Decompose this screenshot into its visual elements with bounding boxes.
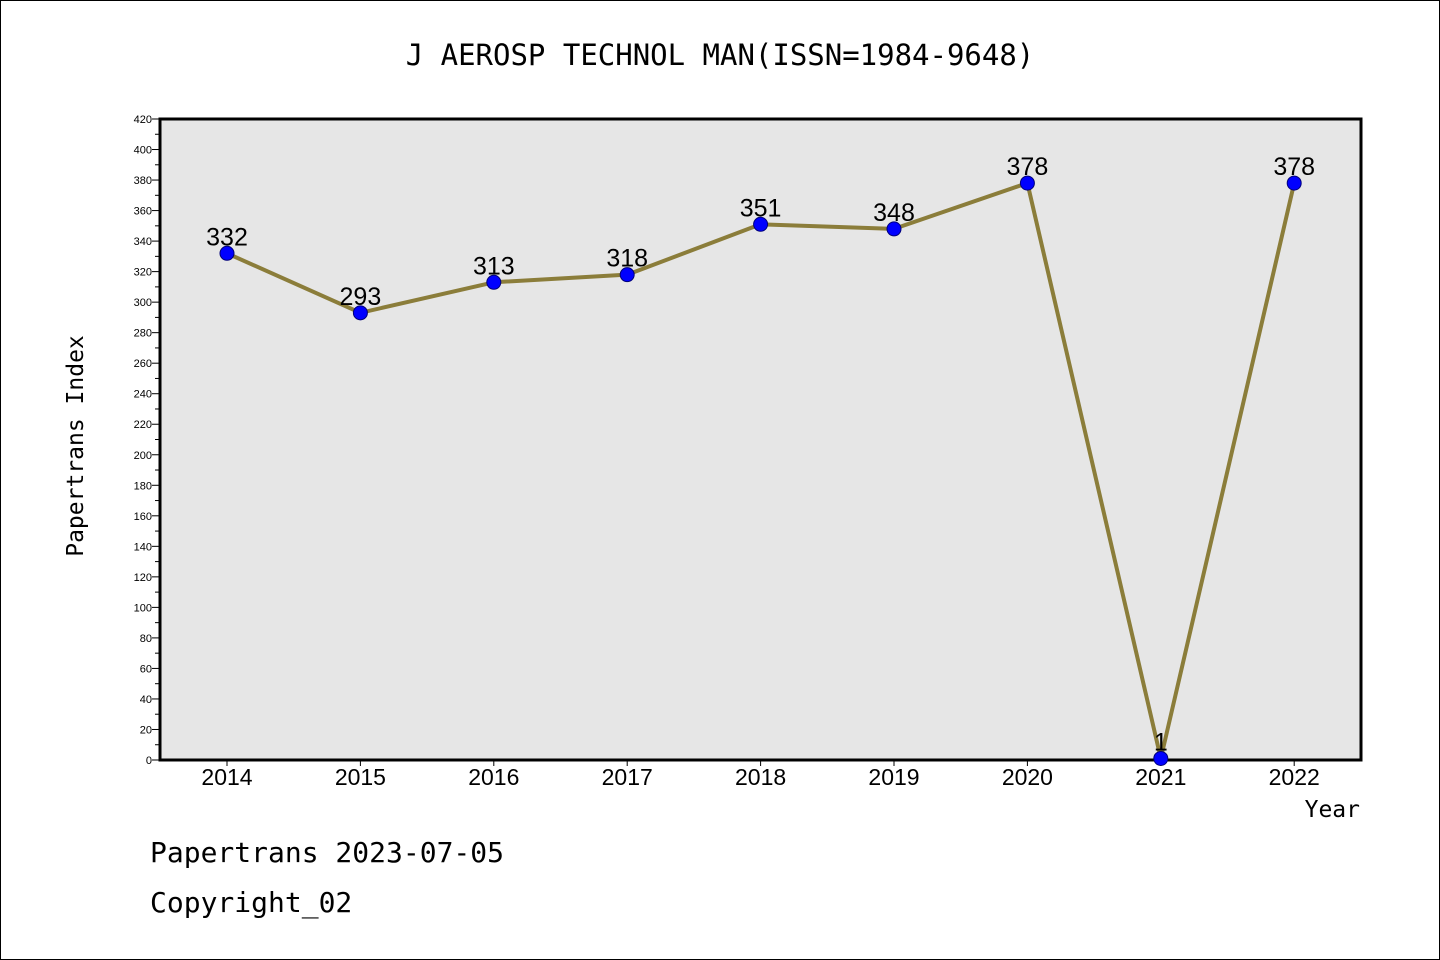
x-tick-label: 2016: [468, 764, 519, 790]
data-label: 313: [473, 252, 515, 280]
x-tick-label: 2021: [1135, 764, 1186, 790]
y-tick-label: 280: [134, 328, 152, 340]
y-tick-label: 420: [134, 114, 152, 126]
y-tick-label: 400: [134, 145, 152, 157]
y-tick-label: 100: [134, 602, 152, 614]
y-tick-label: 0: [146, 755, 152, 767]
x-tick-label: 2018: [735, 764, 786, 790]
data-label: 293: [340, 283, 382, 311]
data-label: 318: [606, 245, 648, 273]
data-point: [352, 305, 368, 321]
data-label: 348: [873, 199, 915, 227]
x-tick-label: 2015: [335, 764, 386, 790]
data-point: [619, 267, 635, 283]
y-tick-label: 60: [140, 663, 152, 675]
data-point: [886, 221, 902, 237]
data-labels: 332 293 313 318 351 348 378 1 378: [206, 153, 1315, 756]
series-group: [219, 175, 1302, 766]
data-point: [219, 245, 235, 261]
x-tick-label: 2019: [868, 764, 919, 790]
y-tick-label: 220: [134, 419, 152, 431]
y-axis-label: Papertrans Index: [63, 335, 89, 557]
x-axis: 2014 2015 2016 2017 2018 2019 2020 2021 2022: [201, 760, 1320, 790]
y-tick-label: 380: [134, 175, 152, 187]
x-tick-label: 2017: [602, 764, 653, 790]
y-tick-label: 120: [134, 572, 152, 584]
y-axis: 0 20 40 60 80 100 120 140 160 180 200 220 240 260 280 3…: [134, 114, 160, 767]
x-axis-label: Year: [1304, 797, 1360, 823]
data-point: [753, 216, 769, 232]
y-tick-label: 360: [134, 206, 152, 218]
data-label: 351: [740, 194, 782, 222]
x-tick-label: 2022: [1269, 764, 1320, 790]
y-tick-label: 200: [134, 450, 152, 462]
y-tick-label: 20: [140, 724, 152, 736]
data-label: 378: [1007, 153, 1049, 181]
y-tick-label: 80: [140, 633, 152, 645]
y-tick-label: 40: [140, 694, 152, 706]
y-tick-label: 240: [134, 389, 152, 401]
data-point: [1286, 175, 1302, 191]
data-point: [1019, 175, 1035, 191]
x-tick-label: 2014: [201, 764, 252, 790]
y-tick-label: 320: [134, 267, 152, 279]
data-point: [1153, 750, 1169, 766]
footer-date: Papertrans 2023-07-05: [150, 836, 505, 869]
chart-title: J AEROSP TECHNOL MAN(ISSN=1984-9648): [405, 38, 1035, 72]
data-point: [486, 274, 502, 290]
y-tick-label: 160: [134, 511, 152, 523]
x-tick-label: 2020: [1002, 764, 1053, 790]
y-tick-label: 260: [134, 358, 152, 370]
data-label: 1: [1154, 728, 1168, 756]
y-tick-label: 140: [134, 541, 152, 553]
y-tick-label: 300: [134, 297, 152, 309]
y-tick-label: 180: [134, 480, 152, 492]
y-tick-label: 340: [134, 236, 152, 248]
data-label: 378: [1273, 153, 1315, 181]
footer-copyright: Copyright_02: [150, 886, 353, 919]
data-label: 332: [206, 223, 248, 251]
